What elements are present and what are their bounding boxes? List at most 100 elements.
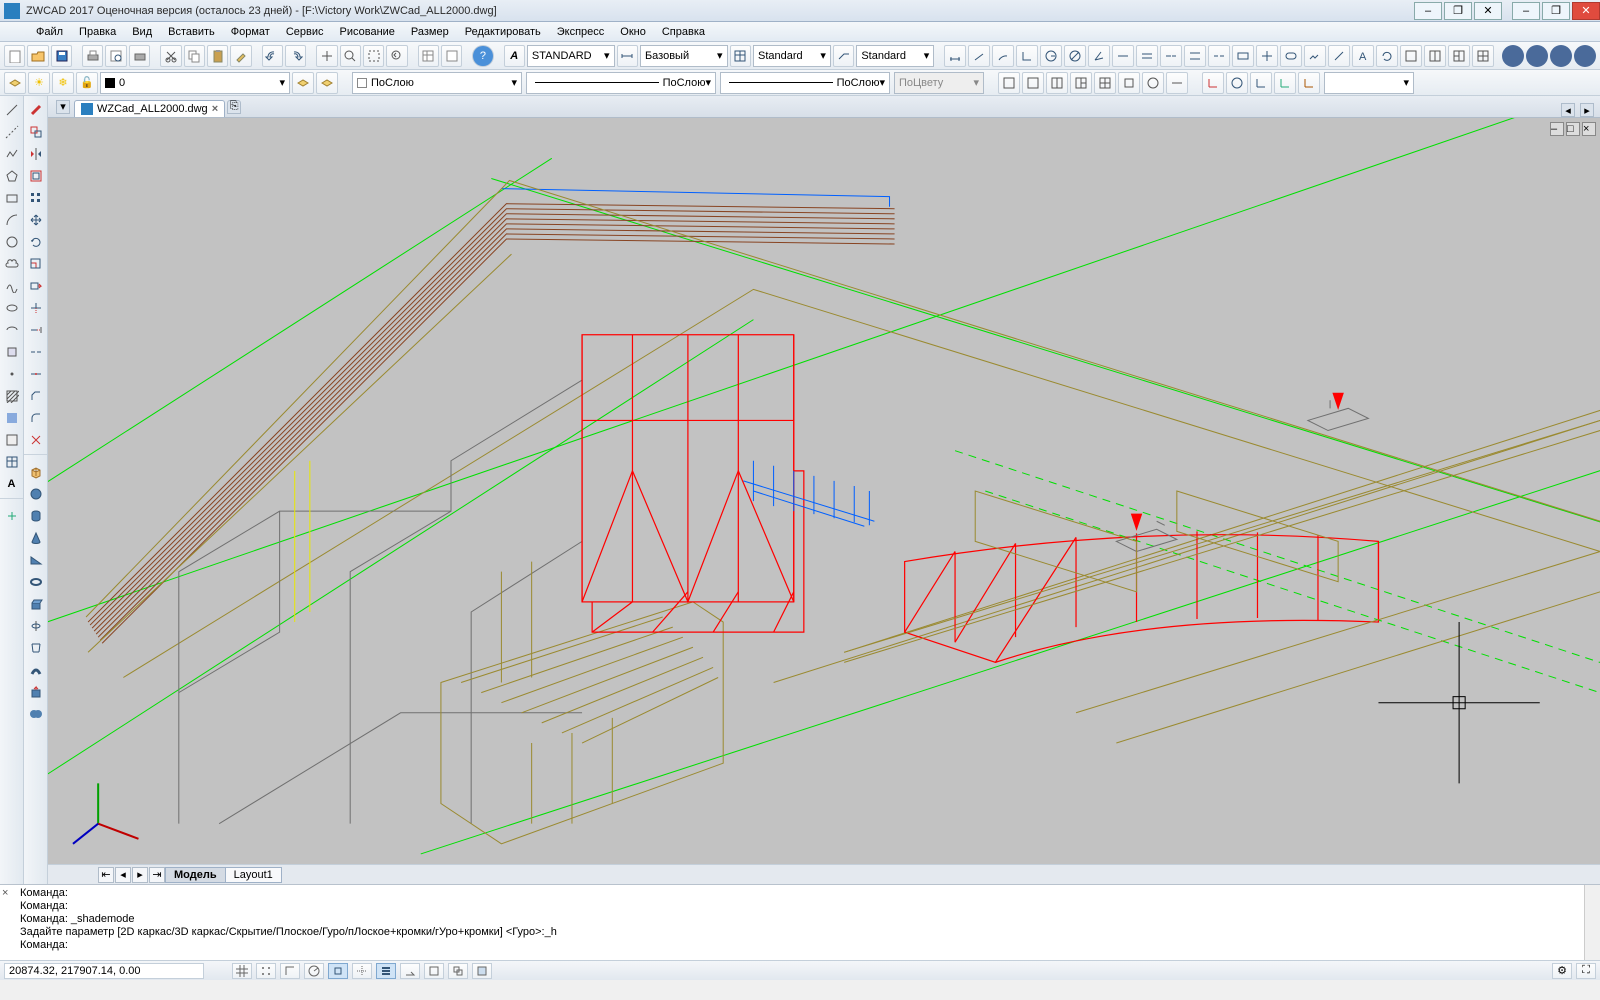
- explode-button[interactable]: [26, 430, 46, 450]
- revolve-button[interactable]: [26, 616, 46, 636]
- mleader-style-icon[interactable]: [833, 45, 854, 67]
- vport-4-button[interactable]: [1094, 72, 1116, 94]
- print-preview-button[interactable]: [105, 45, 126, 67]
- ucs-button[interactable]: [1202, 72, 1224, 94]
- box-button[interactable]: [26, 462, 46, 482]
- ucs-obj-button[interactable]: [1298, 72, 1320, 94]
- print-button[interactable]: [82, 45, 103, 67]
- sweep-button[interactable]: [26, 660, 46, 680]
- menu-modify[interactable]: Редактировать: [457, 24, 549, 40]
- ucs-combo[interactable]: ▾: [1324, 72, 1414, 94]
- menu-draw[interactable]: Рисование: [332, 24, 403, 40]
- circle-fill-3[interactable]: [1550, 45, 1572, 67]
- dim-angular-button[interactable]: [1088, 45, 1110, 67]
- dim-edit-button[interactable]: [1328, 45, 1350, 67]
- new-tab-button[interactable]: ⎘: [227, 100, 241, 114]
- copy-button[interactable]: [184, 45, 205, 67]
- presspull-button[interactable]: [26, 682, 46, 702]
- menu-insert[interactable]: Вставить: [160, 24, 223, 40]
- pan-button[interactable]: [316, 45, 337, 67]
- sphere-button[interactable]: [26, 484, 46, 504]
- menu-window[interactable]: Окно: [612, 24, 654, 40]
- settings-button[interactable]: ⚙: [1552, 963, 1572, 979]
- ellipse-arc-button[interactable]: [2, 320, 22, 340]
- ucs-prev-button[interactable]: [1250, 72, 1272, 94]
- ucs-world-button[interactable]: [1226, 72, 1248, 94]
- cut-button[interactable]: [160, 45, 181, 67]
- circle-fill-1[interactable]: [1502, 45, 1524, 67]
- zoom-realtime-button[interactable]: [340, 45, 361, 67]
- extrude-button[interactable]: [26, 594, 46, 614]
- cmd-scrollbar[interactable]: [1584, 885, 1600, 960]
- help-button[interactable]: ?: [472, 45, 493, 67]
- dim-update-button[interactable]: [1376, 45, 1398, 67]
- cycling-button[interactable]: [448, 963, 468, 979]
- union-button[interactable]: [26, 704, 46, 724]
- vp-three-button[interactable]: [1448, 45, 1470, 67]
- menu-help[interactable]: Справка: [654, 24, 713, 40]
- layer-previous-button[interactable]: [292, 72, 314, 94]
- extend-button[interactable]: [26, 320, 46, 340]
- lineweight-combo[interactable]: ПоСлою▾: [720, 72, 890, 94]
- circle-fill-4[interactable]: [1574, 45, 1596, 67]
- ortho-button[interactable]: [280, 963, 300, 979]
- save-button[interactable]: [51, 45, 72, 67]
- grid-display-button[interactable]: [256, 963, 276, 979]
- tab-scroll-left[interactable]: ◂: [1561, 103, 1575, 117]
- polyline-button[interactable]: [2, 144, 22, 164]
- vport-join-button[interactable]: [1166, 72, 1188, 94]
- undo-button[interactable]: [262, 45, 283, 67]
- publish-button[interactable]: [129, 45, 150, 67]
- command-history[interactable]: Команда: Команда: Команда: _shademode За…: [16, 885, 1584, 960]
- coordinates-display[interactable]: 20874.32, 217907.14, 0.00: [4, 963, 204, 979]
- linetype-combo[interactable]: ПоСлою▾: [526, 72, 716, 94]
- minimize-inner-button[interactable]: –: [1414, 2, 1442, 20]
- text-style-combo[interactable]: STANDARD▾: [527, 45, 615, 67]
- model-tab[interactable]: Модель: [165, 867, 226, 883]
- layer-freeze-icon[interactable]: ❄: [52, 72, 74, 94]
- vport-1-button[interactable]: [1022, 72, 1044, 94]
- mirror-button[interactable]: [26, 144, 46, 164]
- cone-button[interactable]: [26, 528, 46, 548]
- dim-style-icon[interactable]: [617, 45, 638, 67]
- close-inner-button[interactable]: ✕: [1474, 2, 1502, 20]
- block-button[interactable]: [2, 342, 22, 362]
- lwt-button[interactable]: [376, 963, 396, 979]
- vport-object-button[interactable]: [1142, 72, 1164, 94]
- layout-prev-button[interactable]: ◂: [115, 867, 131, 883]
- tab-scroll-right[interactable]: ▸: [1580, 103, 1594, 117]
- zoom-window-button[interactable]: [363, 45, 384, 67]
- dim-jogged-button[interactable]: [1304, 45, 1326, 67]
- menu-dimension[interactable]: Размер: [403, 24, 457, 40]
- dim-continue-button[interactable]: [1160, 45, 1182, 67]
- document-tab[interactable]: WZCad_ALL2000.dwg ×: [74, 100, 225, 117]
- drawing-canvas[interactable]: – □ ×: [48, 118, 1600, 864]
- rectangle-button[interactable]: [2, 188, 22, 208]
- spline-button[interactable]: [2, 276, 22, 296]
- revcloud-button[interactable]: [2, 254, 22, 274]
- dim-diameter-button[interactable]: [1064, 45, 1086, 67]
- cmd-close-button[interactable]: ×: [0, 885, 16, 960]
- osnap-button[interactable]: [328, 963, 348, 979]
- dyn-button[interactable]: [400, 963, 420, 979]
- dim-style-c-combo[interactable]: Standard▾: [856, 45, 934, 67]
- join-button[interactable]: [26, 364, 46, 384]
- vp-four-button[interactable]: [1472, 45, 1494, 67]
- minimize-button[interactable]: –: [1512, 2, 1540, 20]
- dim-space-button[interactable]: [1184, 45, 1206, 67]
- table-style-icon[interactable]: [730, 45, 751, 67]
- redo-button[interactable]: [285, 45, 306, 67]
- qp-button[interactable]: [472, 963, 492, 979]
- layer-state-button[interactable]: [316, 72, 338, 94]
- stretch-button[interactable]: [26, 276, 46, 296]
- open-button[interactable]: [27, 45, 48, 67]
- fillet-button[interactable]: [26, 408, 46, 428]
- layout-first-button[interactable]: ⇤: [98, 867, 114, 883]
- layout-last-button[interactable]: ⇥: [149, 867, 165, 883]
- region-button[interactable]: [2, 430, 22, 450]
- zoom-previous-button[interactable]: [386, 45, 407, 67]
- dim-center-button[interactable]: [1256, 45, 1278, 67]
- properties-button[interactable]: [418, 45, 439, 67]
- xline-button[interactable]: [2, 122, 22, 142]
- dim-inspect-button[interactable]: [1280, 45, 1302, 67]
